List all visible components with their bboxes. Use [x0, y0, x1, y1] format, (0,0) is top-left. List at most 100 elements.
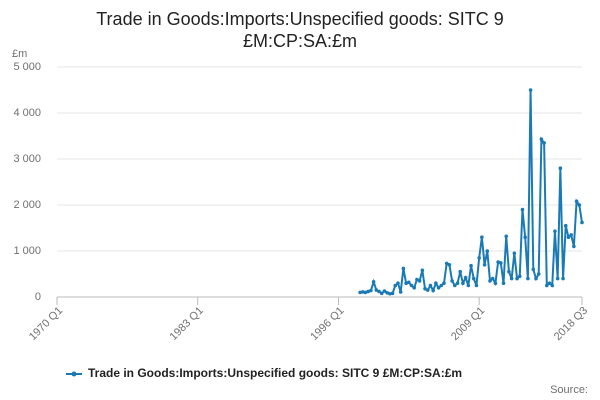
data-point — [377, 289, 381, 294]
data-point — [550, 283, 555, 288]
data-point — [401, 266, 406, 271]
data-point — [404, 281, 408, 286]
data-point — [515, 276, 519, 281]
data-point — [436, 286, 441, 290]
x-tick-label: 1983 Q1 — [168, 305, 206, 343]
data-point — [407, 280, 411, 285]
data-point — [490, 276, 495, 281]
data-point — [423, 286, 427, 291]
x-tick-label: 1970 Q1 — [27, 305, 65, 343]
data-point — [425, 288, 430, 292]
data-point — [453, 283, 457, 288]
data-point — [577, 203, 582, 207]
data-point — [358, 290, 362, 295]
data-point — [396, 281, 400, 286]
y-tick-label: 1 000 — [13, 245, 41, 257]
data-point — [493, 281, 498, 286]
data-point — [534, 276, 538, 281]
y-tick-label: 0 — [35, 291, 41, 303]
data-point — [528, 88, 533, 92]
series-line — [359, 89, 583, 295]
data-point — [409, 283, 414, 288]
data-point — [545, 283, 549, 288]
data-point — [520, 207, 525, 212]
data-point — [569, 233, 573, 237]
data-point — [420, 268, 425, 273]
data-point — [471, 276, 476, 281]
data-point — [488, 279, 492, 283]
data-point — [388, 291, 392, 296]
data-point — [501, 281, 506, 286]
chart-title: Trade in Goods:Imports:Unspecified goods… — [96, 9, 504, 29]
data-point — [379, 291, 384, 296]
data-point — [442, 281, 446, 286]
data-point — [461, 281, 465, 286]
data-point — [563, 223, 568, 228]
data-point — [509, 276, 514, 281]
data-point — [398, 290, 403, 294]
y-tick-label: 2 000 — [13, 199, 41, 211]
data-point — [482, 263, 487, 267]
data-point — [507, 269, 511, 274]
data-point — [369, 288, 373, 293]
data-point — [474, 283, 479, 288]
data-point — [499, 261, 503, 265]
data-point — [444, 261, 449, 266]
data-point — [512, 251, 517, 256]
data-point — [371, 280, 376, 284]
data-point — [390, 291, 395, 296]
y-tick-label: 3 000 — [13, 153, 41, 165]
data-point — [496, 260, 500, 264]
data-point — [542, 141, 546, 145]
data-point — [504, 234, 509, 239]
data-point — [547, 281, 552, 286]
y-unit: £m — [12, 48, 27, 60]
data-point — [480, 235, 484, 239]
data-point — [523, 235, 527, 239]
data-point — [366, 289, 371, 294]
data-point — [558, 166, 563, 170]
legend-label: Trade in Goods:Imports:Unspecified goods… — [88, 366, 462, 380]
data-point — [360, 290, 365, 294]
x-tick-label: 2018 Q3 — [552, 305, 590, 343]
data-point — [393, 283, 398, 288]
data-point — [385, 291, 389, 295]
data-point — [434, 281, 438, 286]
data-point — [574, 199, 579, 204]
data-point — [469, 263, 473, 268]
data-point — [463, 275, 468, 280]
x-tick-label: 1996 Q1 — [308, 305, 346, 343]
x-tick-label: 2009 Q1 — [449, 305, 487, 343]
data-point — [580, 220, 584, 225]
source: Source: — [550, 384, 588, 396]
data-point — [455, 281, 460, 286]
data-point — [450, 279, 454, 283]
data-point — [415, 277, 419, 282]
data-point — [382, 289, 387, 293]
data-point — [553, 229, 557, 234]
data-point — [536, 272, 541, 276]
chart-subtitle: £M:CP:SA:£m — [243, 31, 357, 51]
legend-marker — [71, 371, 77, 377]
data-point — [561, 276, 565, 281]
data-point — [412, 286, 417, 290]
data-point — [566, 235, 571, 239]
data-point — [363, 290, 368, 295]
data-point — [517, 274, 522, 279]
data-point — [485, 249, 490, 253]
data-point — [477, 256, 481, 260]
data-point — [447, 263, 452, 267]
data-point — [539, 137, 544, 142]
data-point — [374, 288, 379, 292]
data-point — [439, 283, 444, 288]
data-point — [531, 267, 536, 272]
data-point — [572, 244, 576, 249]
data-point — [466, 283, 471, 288]
data-point — [526, 276, 530, 281]
data-point — [417, 279, 422, 283]
y-tick-label: 4 000 — [13, 107, 41, 119]
data-point — [428, 283, 433, 288]
data-point — [555, 276, 560, 281]
data-point — [458, 269, 463, 274]
